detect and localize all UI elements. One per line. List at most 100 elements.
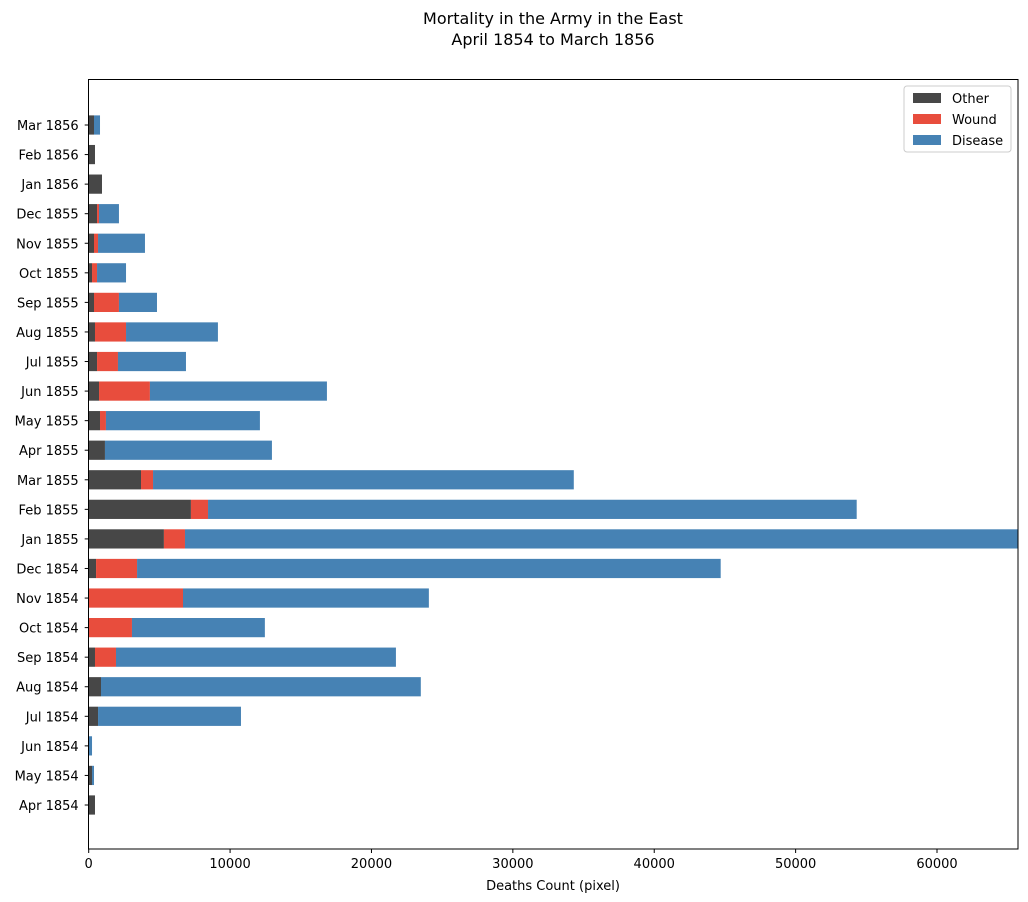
bar-other-jun-1855 xyxy=(88,381,100,401)
x-tick-label: 50000 xyxy=(775,857,816,872)
legend-swatch-wound xyxy=(913,114,941,124)
y-tick-label: Aug 1854 xyxy=(16,681,79,696)
y-tick-label: Sep 1855 xyxy=(17,296,79,311)
bar-disease-oct-1854 xyxy=(131,618,265,638)
bar-wound-mar-1855 xyxy=(141,470,154,490)
x-tick-label: 60000 xyxy=(916,857,957,872)
bar-other-jan-1855 xyxy=(88,529,164,549)
y-tick-label: Jun 1854 xyxy=(20,740,79,755)
bar-wound-nov-1855 xyxy=(94,233,99,253)
chart-title-line-2: April 1854 to March 1856 xyxy=(451,30,654,49)
x-tick-label: 10000 xyxy=(209,857,250,872)
bar-wound-may-1855 xyxy=(100,411,106,431)
bar-other-apr-1855 xyxy=(88,440,105,460)
bar-other-mar-1856 xyxy=(88,115,95,135)
y-tick-label: Feb 1856 xyxy=(18,149,78,164)
bar-other-apr-1854 xyxy=(88,795,95,815)
y-tick-label: Nov 1855 xyxy=(16,237,79,252)
bar-other-mar-1855 xyxy=(88,470,142,490)
bar-disease-may-1855 xyxy=(105,411,260,431)
bar-other-may-1854 xyxy=(88,765,93,786)
bar-other-dec-1854 xyxy=(88,558,97,579)
bar-other-feb-1855 xyxy=(88,499,191,519)
legend: Other Wound Disease xyxy=(903,85,1012,153)
bar-disease-dec-1855 xyxy=(99,204,119,224)
x-tick-label: 30000 xyxy=(492,857,533,872)
bar-wound-oct-1854 xyxy=(88,618,132,638)
y-tick-label: Jul 1855 xyxy=(25,356,79,371)
bar-other-feb-1856 xyxy=(88,144,95,165)
bar-disease-sep-1854 xyxy=(115,647,396,667)
bar-other-nov-1855 xyxy=(88,233,95,253)
y-tick-label: Mar 1855 xyxy=(17,474,79,489)
x-tick-label: 0 xyxy=(85,857,93,872)
bar-wound-sep-1854 xyxy=(94,647,116,667)
bar-other-jan-1856 xyxy=(88,174,102,194)
x-tick-label: 40000 xyxy=(634,857,675,872)
y-tick-label: Sep 1854 xyxy=(17,651,79,666)
legend-swatch-other xyxy=(913,93,941,103)
bar-disease-jul-1855 xyxy=(117,351,186,372)
bar-disease-feb-1855 xyxy=(208,499,857,519)
bar-disease-jun-1855 xyxy=(149,381,327,401)
y-tick-label: Dec 1855 xyxy=(16,208,78,223)
x-axis-label: Deaths Count (pixel) xyxy=(486,879,620,894)
bar-other-sep-1855 xyxy=(88,292,95,312)
bar-disease-dec-1854 xyxy=(137,558,721,579)
bar-disease-aug-1854 xyxy=(101,677,421,697)
bar-wound-jan-1855 xyxy=(163,529,185,549)
y-tick-label: Feb 1855 xyxy=(18,503,78,518)
bar-other-oct-1855 xyxy=(88,263,93,283)
y-axis: Apr 1854 May 1854 Jun 1854 Jul 1854 Aug 1854… xyxy=(15,119,89,814)
bar-wound-jul-1855 xyxy=(97,351,118,372)
y-tick-label: Nov 1854 xyxy=(16,592,79,607)
bar-disease-jul-1854 xyxy=(98,706,241,726)
bar-other-dec-1855 xyxy=(88,204,98,224)
x-tick-label: 20000 xyxy=(351,857,392,872)
y-tick-label: Aug 1855 xyxy=(16,326,79,341)
y-tick-label: Oct 1855 xyxy=(19,267,79,282)
y-tick-label: May 1854 xyxy=(15,769,79,784)
bar-wound-dec-1854 xyxy=(96,558,138,579)
bar-disease-sep-1855 xyxy=(118,292,157,312)
bar-disease-mar-1856 xyxy=(94,115,101,135)
legend-swatch-disease xyxy=(913,135,941,145)
y-tick-label: Jun 1855 xyxy=(20,385,79,400)
bar-wound-sep-1855 xyxy=(94,292,119,312)
bar-wound-jun-1855 xyxy=(99,381,150,401)
y-tick-label: May 1855 xyxy=(15,415,79,430)
bar-disease-nov-1855 xyxy=(98,233,145,253)
bar-other-jul-1855 xyxy=(88,351,98,372)
bar-other-may-1855 xyxy=(88,411,101,431)
bar-disease-mar-1855 xyxy=(153,470,574,490)
bar-wound-feb-1855 xyxy=(190,499,209,519)
legend-label-disease: Disease xyxy=(952,134,1003,149)
chart-title: Mortality in the Army in the East April … xyxy=(423,9,683,49)
bar-wound-aug-1855 xyxy=(94,322,127,342)
y-tick-label: Mar 1856 xyxy=(17,119,79,134)
bar-other-aug-1855 xyxy=(88,322,95,342)
legend-label-wound: Wound xyxy=(952,113,997,128)
y-tick-label: Jan 1855 xyxy=(20,533,78,548)
bar-wound-nov-1854 xyxy=(88,588,184,608)
bar-disease-jan-1855 xyxy=(184,529,1019,549)
bar-disease-aug-1855 xyxy=(126,322,218,342)
bar-other-sep-1854 xyxy=(88,647,95,667)
y-tick-label: Apr 1855 xyxy=(19,444,79,459)
y-tick-label: Jan 1856 xyxy=(20,178,78,193)
chart-title-line-1: Mortality in the Army in the East xyxy=(423,9,683,28)
bar-other-jul-1854 xyxy=(88,706,99,726)
bar-other-aug-1854 xyxy=(88,677,102,697)
bar-disease-nov-1854 xyxy=(183,588,429,608)
bar-disease-oct-1855 xyxy=(97,263,127,283)
bar-wound-oct-1855 xyxy=(92,263,98,283)
bar-disease-jun-1854 xyxy=(88,736,93,756)
legend-label-other: Other xyxy=(952,92,990,107)
x-axis: 0 10000 20000 30000 40000 50000 60000 xyxy=(85,849,958,872)
y-tick-label: Dec 1854 xyxy=(16,562,78,577)
y-tick-label: Oct 1854 xyxy=(19,622,79,637)
bar-disease-apr-1855 xyxy=(104,440,272,460)
bars-group xyxy=(88,115,1019,815)
bar-disease-may-1854 xyxy=(92,765,95,786)
